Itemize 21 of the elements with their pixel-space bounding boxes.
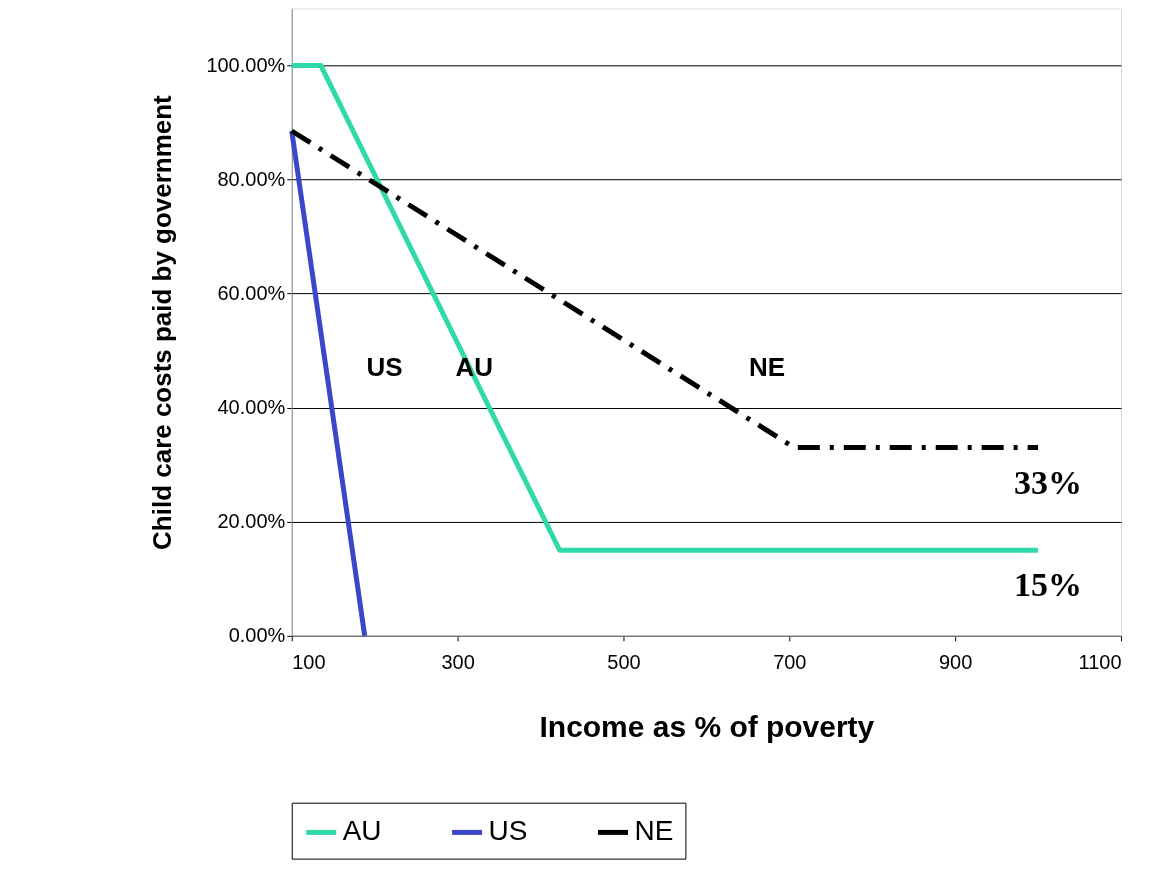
legend-label: AU [342, 815, 382, 847]
y-tick-label: 20.00% [217, 510, 286, 533]
x-tick-label: 1100 [1078, 651, 1122, 674]
x-tick-label: 700 [773, 651, 807, 674]
legend-label: US [488, 815, 528, 847]
x-axis-title: Income as % of poverty [539, 710, 875, 744]
y-tick-label: 100.00% [206, 53, 286, 76]
annotation: 15% [1014, 566, 1083, 604]
x-tick-label: 100 [292, 651, 326, 674]
y-axis-title: Child care costs paid by government [147, 94, 178, 550]
y-tick-label: 60.00% [217, 282, 286, 305]
x-tick-label: 900 [939, 651, 973, 674]
y-tick-label: 80.00% [217, 167, 286, 190]
x-tick-label: 300 [441, 651, 475, 674]
y-tick-label: 0.00% [228, 624, 286, 647]
legend-label: NE [634, 815, 674, 847]
x-tick-label: 500 [607, 651, 641, 674]
annotation: US [366, 351, 403, 382]
y-tick-label: 40.00% [217, 396, 286, 419]
annotation: 33% [1014, 463, 1083, 501]
annotation: NE [748, 351, 785, 382]
